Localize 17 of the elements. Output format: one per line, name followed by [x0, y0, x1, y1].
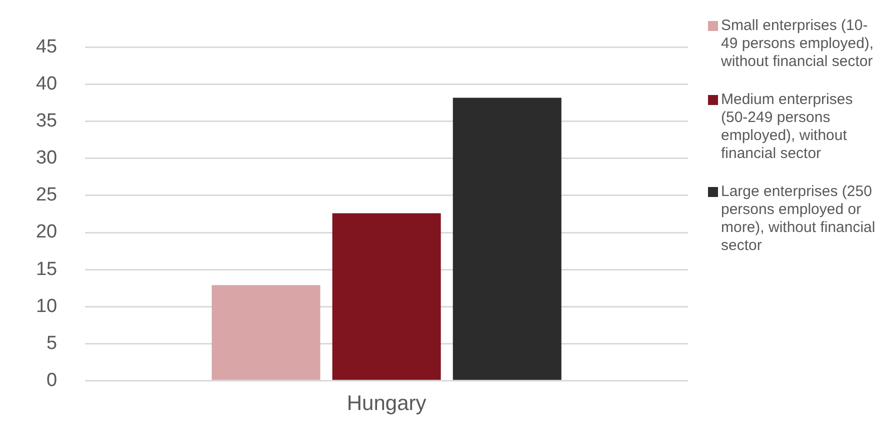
x-tick-label: Hungary — [346, 392, 427, 415]
y-tick-label: 40 — [36, 74, 58, 95]
bar — [452, 98, 562, 380]
y-tick-label: 15 — [36, 258, 58, 280]
y-tick-label: 35 — [36, 110, 58, 132]
y-tick-label: 10 — [36, 296, 58, 317]
y-tick-label: 0 — [46, 370, 58, 391]
y-tick-label: 25 — [36, 184, 58, 206]
y-tick-label: 20 — [36, 222, 58, 243]
legend-label: Large enterprises (250 persons employed or more), without financial sector — [721, 183, 876, 255]
legend-label: Medium enterprises (50-249 persons employed), without financial sector — [721, 91, 854, 163]
bar — [212, 285, 320, 380]
y-tick-label: 5 — [46, 332, 58, 354]
y-tick-label: 30 — [36, 148, 58, 169]
bar — [332, 213, 441, 380]
y-tick-label: 45 — [36, 36, 58, 58]
legend-label: Small enterprises (10-49 persons employed), without financial sector — [721, 17, 875, 71]
